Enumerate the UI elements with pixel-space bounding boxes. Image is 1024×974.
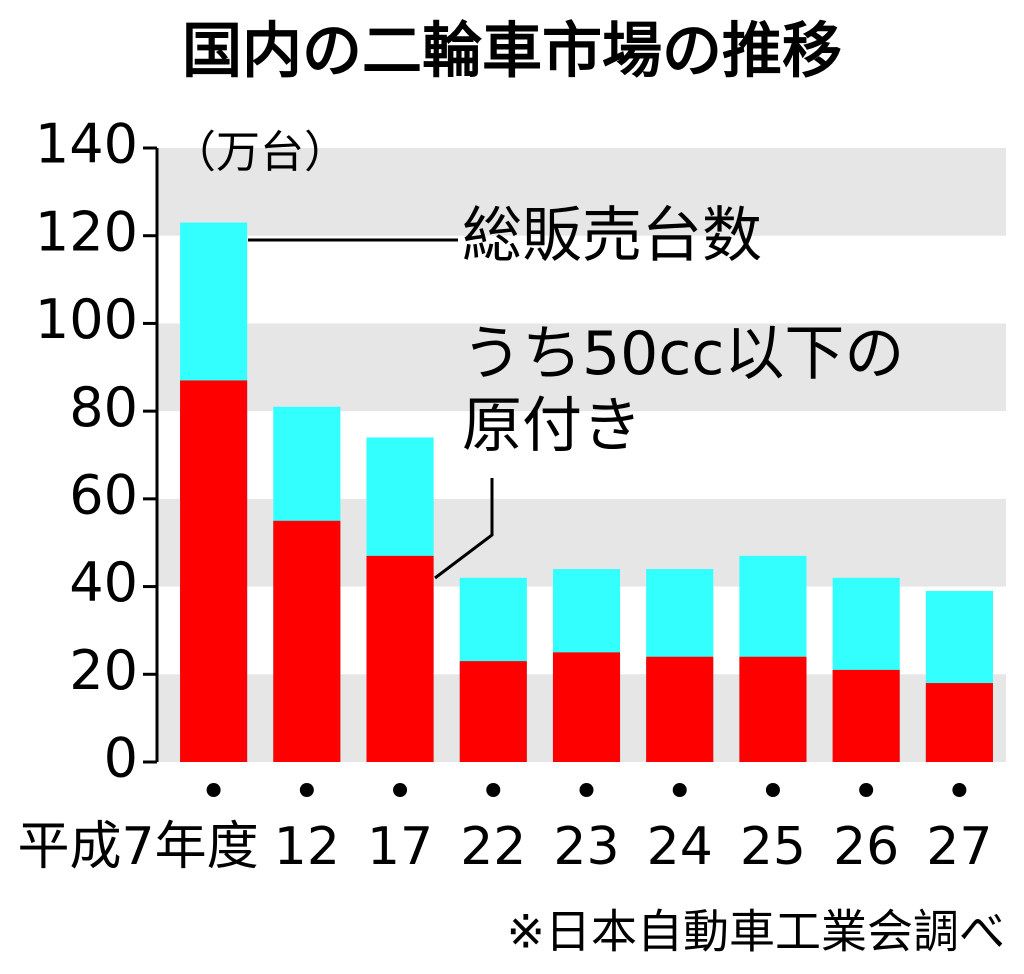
x-tick-label: 12 [274, 817, 340, 877]
plot: 0 20 40 60 80 100 120 140 平成7年度 12 17 22 23 24 25 26 27 [18, 113, 993, 877]
tick-dot [765, 783, 780, 797]
y-tick-label: 20 [69, 639, 138, 702]
tick-dot [579, 783, 594, 797]
tick-dot [393, 783, 408, 797]
x-tick-label: 24 [647, 817, 713, 877]
grid-band [157, 323, 1006, 412]
y-tick-label: 0 [104, 727, 138, 790]
x-tick-label: 23 [553, 817, 619, 877]
leader-line [434, 478, 494, 580]
bar [366, 555, 434, 762]
bar [459, 661, 527, 762]
unit-label: （万台） [172, 127, 348, 178]
tick-dot [206, 783, 221, 797]
y-tick-label: 60 [69, 463, 138, 526]
y-tick-label: 80 [69, 376, 138, 439]
chart-title: 国内の二輪車市場の推移 [182, 17, 842, 87]
legend-label: 総販売台数 [462, 201, 762, 271]
bar [180, 380, 248, 762]
x-tick-label: 22 [460, 817, 526, 877]
x-tick-label: 平成7年度 [18, 817, 259, 877]
tick-dot [952, 783, 967, 797]
tick-dot [486, 783, 501, 797]
bar [739, 656, 807, 762]
tick-dot [672, 783, 687, 797]
bar [832, 669, 900, 762]
x-tick-label: 27 [926, 817, 992, 877]
bar [552, 652, 621, 762]
tick-dot [859, 783, 874, 797]
y-tick-label: 40 [69, 551, 138, 614]
tick-dot [299, 783, 314, 797]
x-tick-label: 17 [367, 817, 433, 877]
bar [646, 656, 714, 762]
bar [925, 683, 993, 762]
legend-label: うち50cc以下の原付き [462, 319, 905, 461]
y-tick-label: 140 [35, 113, 138, 176]
grid-band [157, 148, 1006, 236]
y-tick-label: 100 [35, 288, 138, 351]
source: ※日本自動車工業会調べ [506, 905, 1005, 959]
x-tick-label: 25 [740, 817, 806, 877]
y-tick-label: 120 [35, 200, 138, 263]
bar [273, 520, 341, 762]
x-tick-label: 26 [833, 817, 899, 877]
